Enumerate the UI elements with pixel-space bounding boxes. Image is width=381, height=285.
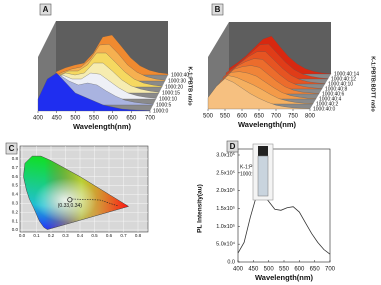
side-wall [208,22,229,109]
x-tick-label: 0.7 [120,233,127,238]
series-label: 1000:10 [159,96,177,102]
x-tick-label: 0.6 [106,233,113,238]
panel-label: C [9,144,15,153]
panel-label: B [215,5,221,14]
y-tick-label: 0.4 [12,192,19,197]
x-tick-label: 500 [264,267,275,273]
vial-body [257,155,269,197]
series-label: 1000:15 [162,90,180,96]
series-label: 1000:40:14 [334,71,359,77]
x-tick-label: 450 [52,116,63,122]
x-tick-label: 0.5 [91,233,98,238]
cie-point [67,197,73,203]
side-wall [38,21,56,111]
x-tick-label: 400 [33,116,44,122]
pl-line [237,193,331,255]
series-label: 1000:40 [171,72,189,78]
x-axis-label: Wavelength(nm) [73,122,132,131]
x-tick-label: 700 [325,267,336,273]
x-tick-label: 0.8 [135,233,142,238]
y-tick-label: 3.0x10⁵ [216,151,235,158]
y-tick-label: 5.0x10⁴ [216,241,236,248]
spectrum-area [37,72,151,112]
x-tick-label: 600 [108,116,119,122]
series-label: 1000:20 [165,84,183,90]
x-axis-label: Wavelength(nm) [238,120,297,129]
x-tick-label: 0.4 [77,233,84,238]
series-label: 1000:40:12 [331,76,356,82]
y-tick-label: 1.0x10⁵ [216,223,235,230]
y-tick-label: 0.3 [12,201,19,206]
panel-box [226,140,239,153]
series-label: 1000:40:2 [316,101,338,107]
plots: 1000:401000:301000:201000:151000:101000:… [5,3,376,282]
x-tick-label: 650 [310,267,321,273]
y-tick-label: 0.2 [12,209,19,214]
spectrum-area [207,78,311,110]
x-tick-label: 650 [126,116,137,122]
annotation: K-1:PBTB [240,164,263,170]
x-tick-label: 600 [237,114,248,120]
cie-fill-white [23,155,130,230]
y-tick-label: 0.7 [12,165,19,170]
panel-label: A [43,5,49,14]
vial [252,143,274,201]
cie-locus [23,155,130,230]
y-tick-label: 2.0x10⁵ [216,187,235,194]
panel-label: D [230,142,236,151]
y-tick-label: 0.1 [12,218,19,223]
series-label: 1000:40:4 [319,96,341,102]
panel-box [39,3,52,16]
series-label: 1000:0 [153,108,169,114]
x-tick-label: 0.0 [19,233,26,238]
series-label: 1000:40:0 [313,106,335,112]
y-tick-label: 0.8 [12,156,19,161]
series-label: 1000:40:10 [328,81,353,87]
y-tick-label: 2.5x10⁵ [216,169,235,176]
x-tick-label: 700 [145,116,156,122]
y-axis-label: PL Intensity(au) [197,184,204,233]
x-tick-label: 600 [294,267,305,273]
point-label: (0.33,0.34) [58,203,83,209]
x-tick-label: 550 [220,114,231,120]
x-tick-label: 550 [89,116,100,122]
z-axis-label: K-1:PBTB ratio [187,66,193,106]
x-tick-label: 500 [70,116,81,122]
panel-box [5,142,18,155]
vial-cap [258,146,268,156]
y-tick-label: 0.0 [227,259,235,265]
y-tick-label: 0.5 [12,183,19,188]
x-tick-label: 550 [279,267,290,273]
x-tick-label: 500 [203,114,214,120]
x-tick-label: 750 [288,114,299,120]
x-tick-label: 0.1 [33,233,40,238]
series-label: 1000:40:8 [325,86,347,92]
y-tick-label: 0.6 [12,174,19,179]
series-label: 1000:30 [168,78,186,84]
y-tick-label: 0.0 [12,227,19,232]
series-label: 1000:40:6 [322,91,344,97]
series-label: 1000:5 [156,102,172,108]
x-tick-label: 0.3 [62,233,69,238]
z-axis-label: K-1:PBTB:BDTT ratio [370,56,376,112]
y-tick-label: 1.5x10⁵ [216,205,235,212]
cie-guide [71,198,119,207]
x-tick-label: 400 [233,267,244,273]
x-tick-label: 450 [248,267,259,273]
x-axis-label: Wavelength(nm) [255,273,314,282]
x-tick-label: 700 [271,114,282,120]
panel-box [211,3,224,16]
annotation: 1000:5 [240,171,256,177]
x-tick-label: 800 [305,114,316,120]
x-tick-label: 0.2 [48,233,55,238]
x-tick-label: 650 [254,114,265,120]
